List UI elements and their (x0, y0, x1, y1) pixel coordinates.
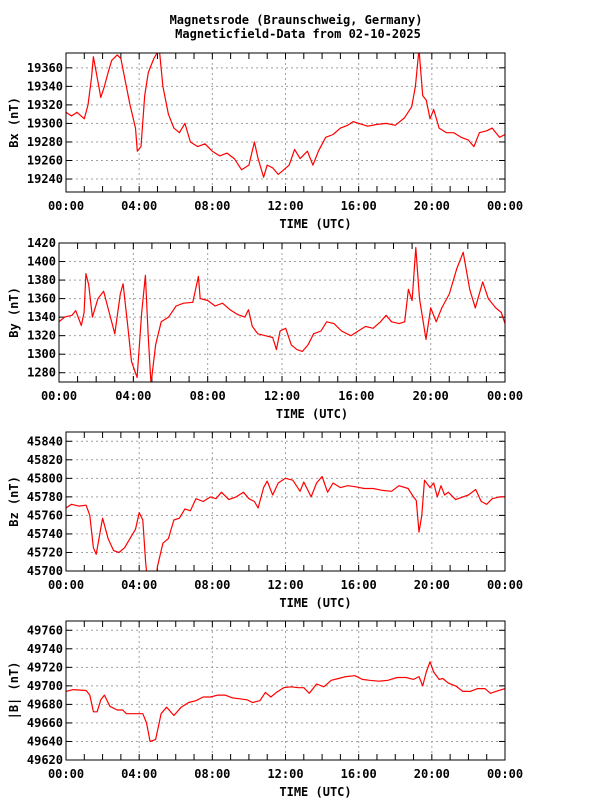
y-tick-label: 45780 (27, 490, 63, 504)
y-tick-label: 45760 (27, 508, 63, 522)
plot-frame (65, 52, 506, 193)
plot-frame (58, 242, 506, 383)
x-axis-label: TIME (UTC) (279, 596, 351, 610)
y-tick-label: 49720 (27, 660, 63, 674)
y-tick-label: 1320 (27, 329, 56, 343)
y-tick-label: 1360 (27, 292, 56, 306)
x-tick-label: 16:00 (341, 199, 377, 213)
y-tick-label: 45820 (27, 453, 63, 467)
x-tick-label: 12:00 (267, 199, 303, 213)
plot-frame (65, 620, 506, 761)
x-tick-label: 00:00 (487, 389, 523, 403)
x-tick-label: 16:00 (338, 389, 374, 403)
x-axis-label: TIME (UTC) (279, 217, 351, 231)
y-tick-label: 45700 (27, 564, 63, 578)
y-tick-label: 19320 (27, 98, 63, 112)
y-tick-label: 49620 (27, 753, 63, 767)
panel-3: 45700 45720 45740 45760 45780 45800 45820 45840… (7, 431, 523, 610)
x-tick-label: 00:00 (48, 767, 84, 781)
plot-frame (65, 431, 506, 572)
y-tick-label: 19340 (27, 79, 63, 93)
y-tick-label: 19240 (27, 172, 63, 186)
chart-title-line1: Magnetsrode (Braunschweig, Germany) (170, 13, 423, 27)
y-tick-label: 1340 (27, 310, 56, 324)
x-tick-label: 08:00 (190, 389, 226, 403)
panel-4: 49620 49640 49660 49680 49700 49720 49740 49760… (7, 620, 523, 799)
x-tick-label: 20:00 (413, 389, 449, 403)
x-tick-label: 12:00 (264, 389, 300, 403)
y-tick-label: 45840 (27, 434, 63, 448)
y-tick-label: 1300 (27, 347, 56, 361)
x-tick-label: 16:00 (341, 578, 377, 592)
x-tick-label: 08:00 (194, 199, 230, 213)
y-tick-label: 49660 (27, 716, 63, 730)
x-tick-label: 08:00 (194, 578, 230, 592)
x-tick-label: 00:00 (487, 767, 523, 781)
x-tick-label: 20:00 (414, 767, 450, 781)
series-line-bxnt (66, 53, 505, 178)
x-tick-label: 04:00 (121, 578, 157, 592)
y-tick-label: 19260 (27, 153, 63, 167)
y-tick-label: 1280 (27, 366, 56, 380)
y-tick-label: 45800 (27, 471, 63, 485)
x-tick-label: 00:00 (48, 199, 84, 213)
y-axis-label: Bz (nT) (7, 476, 21, 527)
x-tick-label: 00:00 (487, 199, 523, 213)
x-tick-label: 12:00 (267, 578, 303, 592)
x-tick-label: 04:00 (121, 199, 157, 213)
y-tick-label: 49760 (27, 623, 63, 637)
x-tick-label: 04:00 (115, 389, 151, 403)
panel-2: 1280 1300 1320 1340 1360 1380 1400 1420 00:00 04:… (7, 236, 523, 421)
x-tick-label: 00:00 (41, 389, 77, 403)
y-tick-label: 45740 (27, 527, 63, 541)
y-tick-label: 49740 (27, 642, 63, 656)
x-tick-label: 12:00 (267, 767, 303, 781)
y-axis-label: By (nT) (7, 287, 21, 338)
y-tick-label: 1380 (27, 273, 56, 287)
x-tick-label: 20:00 (414, 199, 450, 213)
y-tick-label: 1400 (27, 255, 56, 269)
x-axis-label: TIME (UTC) (279, 785, 351, 799)
y-tick-label: 1420 (27, 236, 56, 250)
y-tick-label: 45720 (27, 545, 63, 559)
series-line-bznt (66, 475, 505, 571)
x-tick-label: 04:00 (121, 767, 157, 781)
x-tick-label: 16:00 (341, 767, 377, 781)
panel-1: 19240 19260 19280 19300 19320 19340 19360 00:00… (7, 52, 523, 231)
series-line-bynt (59, 247, 505, 382)
y-tick-label: 49700 (27, 679, 63, 693)
x-tick-label: 20:00 (414, 578, 450, 592)
series-line-bnt (66, 661, 505, 743)
y-axis-label: |B| (nT) (7, 662, 21, 720)
y-tick-label: 19360 (27, 61, 63, 75)
x-tick-label: 00:00 (487, 578, 523, 592)
y-tick-label: 19300 (27, 116, 63, 130)
x-axis-label: TIME (UTC) (276, 407, 348, 421)
x-tick-label: 00:00 (48, 578, 84, 592)
chart-title-line2: Magneticfield-Data from 02-10-2025 (175, 27, 421, 41)
y-tick-label: 49680 (27, 697, 63, 711)
y-axis-label: Bx (nT) (7, 97, 21, 148)
y-tick-label: 49640 (27, 734, 63, 748)
y-tick-label: 19280 (27, 135, 63, 149)
x-tick-label: 08:00 (194, 767, 230, 781)
